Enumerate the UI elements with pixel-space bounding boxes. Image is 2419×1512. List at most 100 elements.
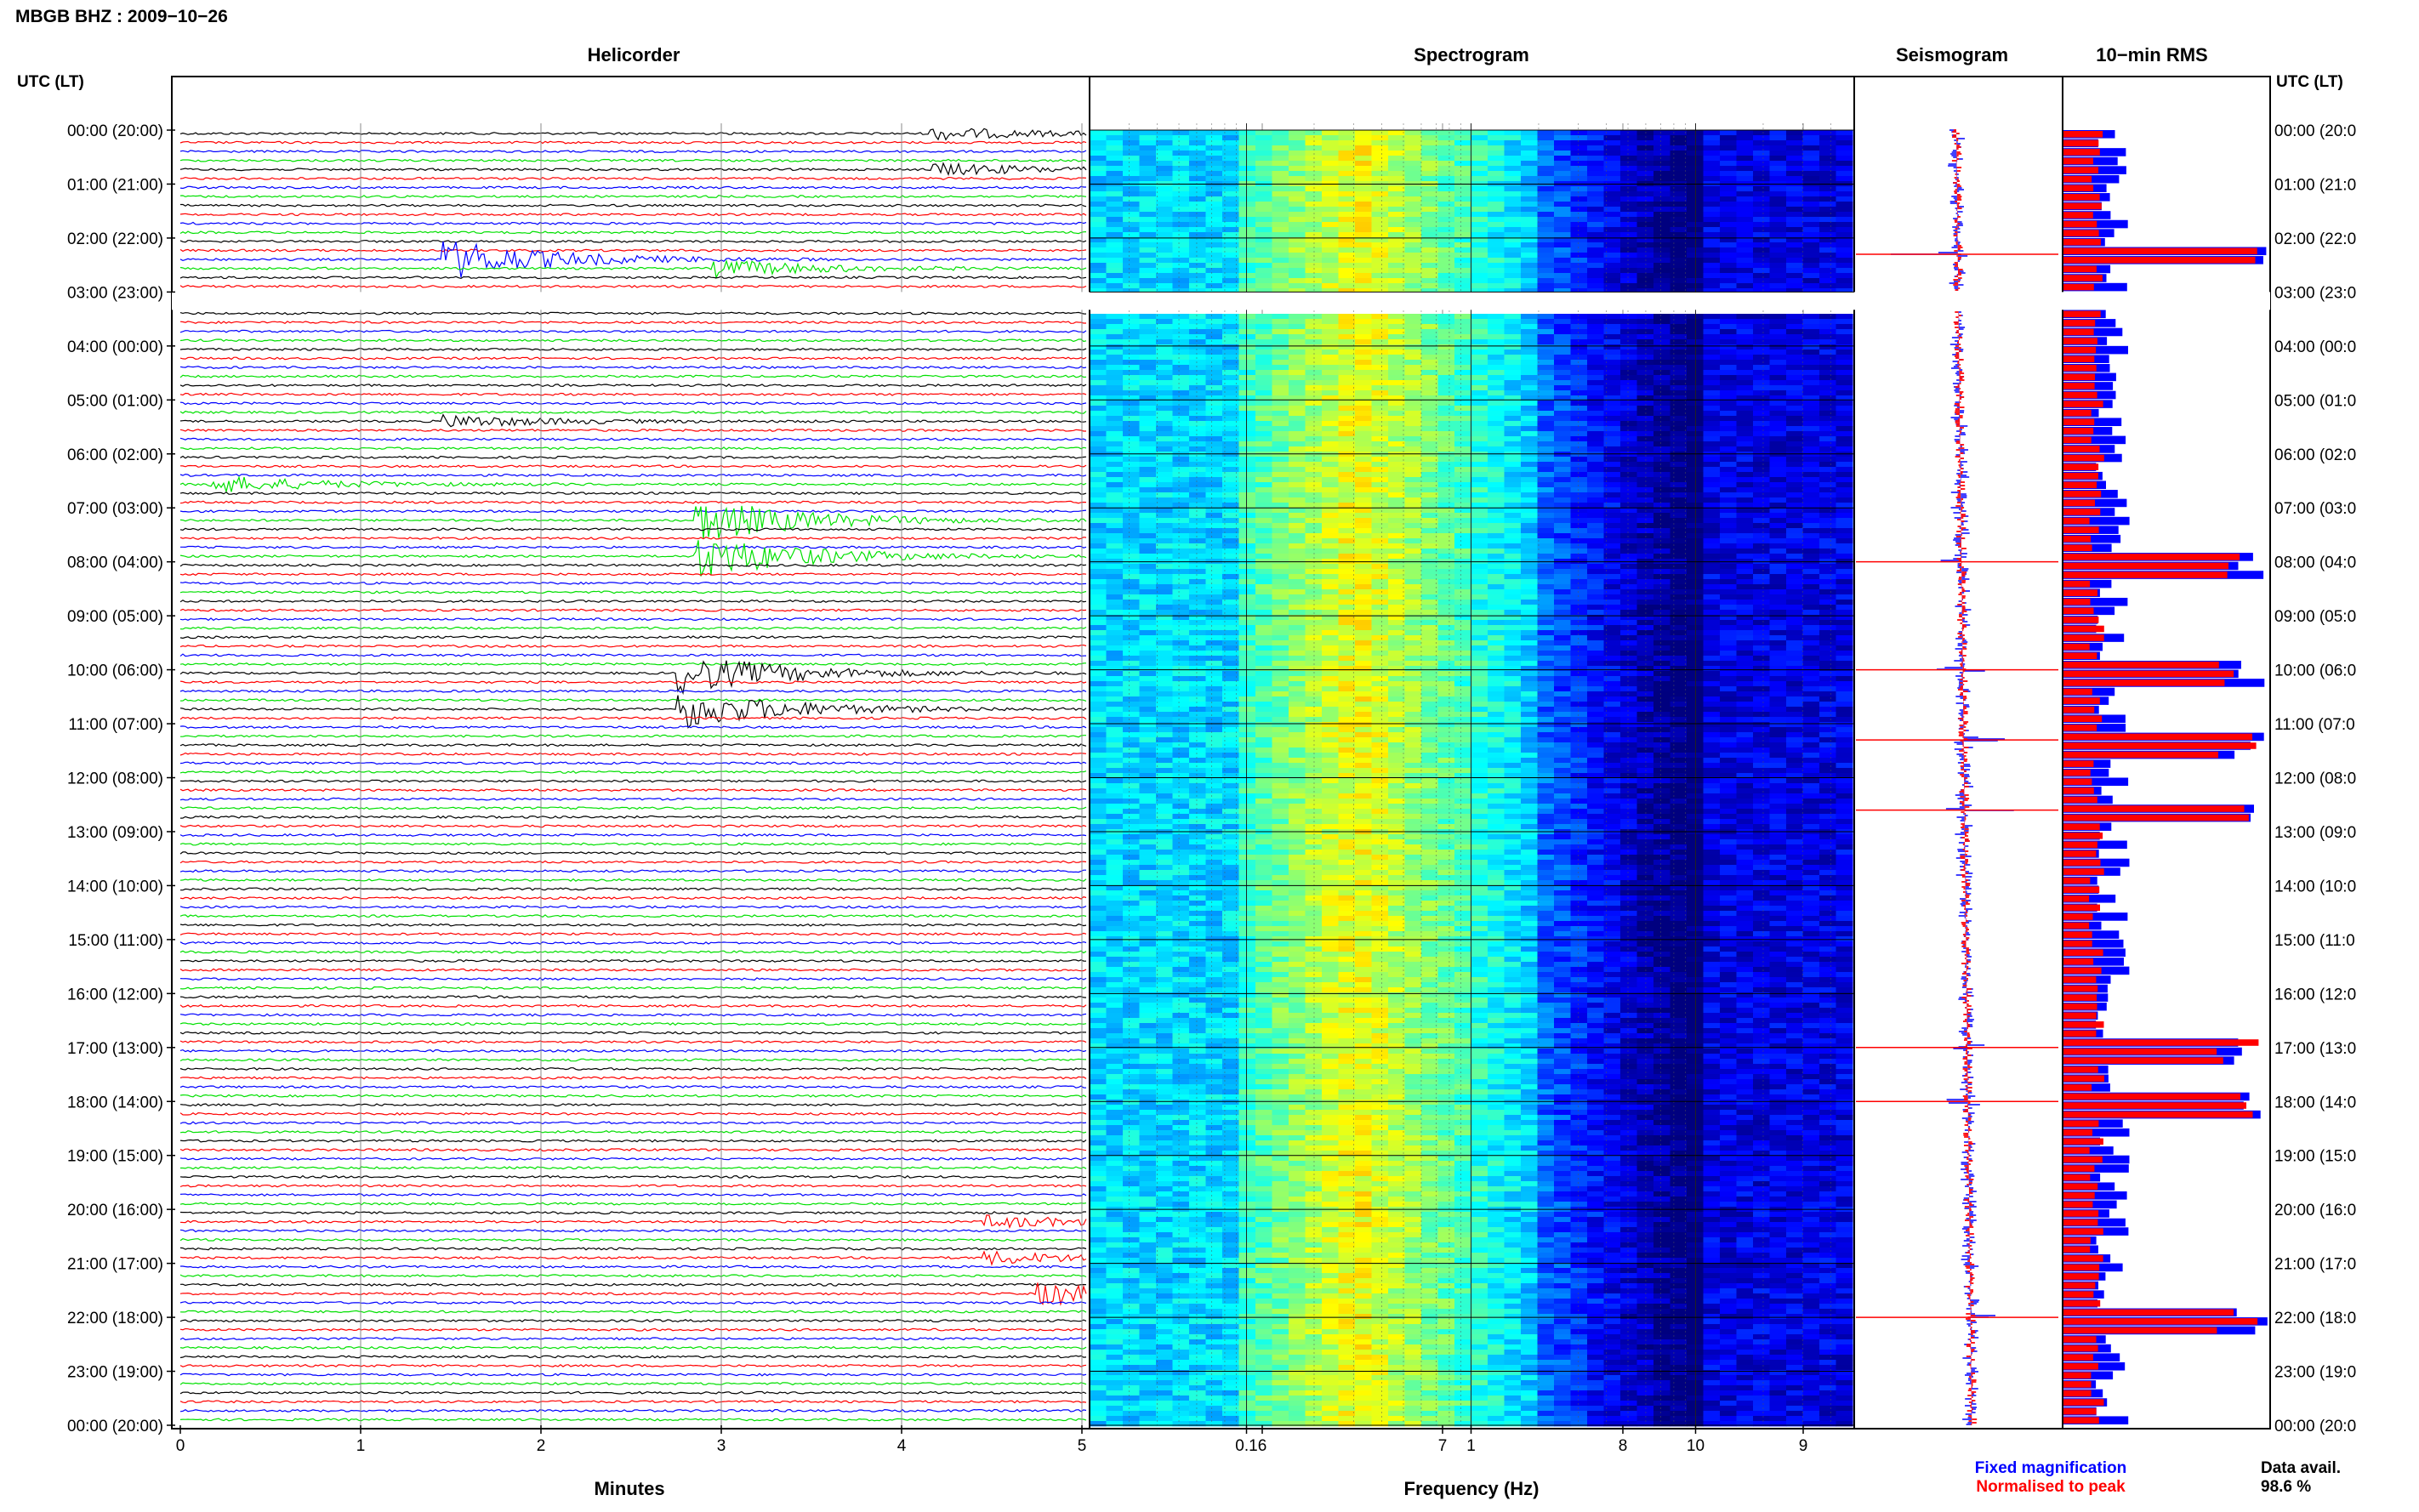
spectrogram-cell xyxy=(1305,661,1323,667)
spectrogram-cell xyxy=(1636,523,1654,529)
spectrogram-cell xyxy=(1289,140,1306,146)
spectrogram-cell xyxy=(1338,676,1356,682)
spectrogram-cell xyxy=(1371,610,1389,616)
spectrogram-cell xyxy=(1388,263,1406,269)
spectrogram-cell xyxy=(1819,528,1837,534)
spectrogram-cell xyxy=(1488,171,1505,177)
spectrogram-cell xyxy=(1371,339,1389,345)
spectrogram-cell xyxy=(1454,140,1472,146)
spectrogram-cell xyxy=(1620,492,1638,498)
spectrogram-cell xyxy=(1819,258,1837,264)
spectrogram-cell xyxy=(1371,191,1389,197)
spectrogram-cell xyxy=(1172,151,1190,156)
spectrogram-cell xyxy=(1189,554,1207,560)
spectrogram-cell xyxy=(1471,651,1488,657)
spectrogram-cell xyxy=(1355,166,1373,172)
spectrogram-cell xyxy=(1537,365,1555,371)
spectrogram-cell xyxy=(1404,645,1422,651)
spectrogram-cell xyxy=(1106,615,1124,621)
spectrogram-cell xyxy=(1769,625,1787,631)
spectrogram-cell xyxy=(1156,140,1174,146)
spectrogram-cell xyxy=(1786,380,1804,386)
spectrogram-cell xyxy=(1504,477,1522,483)
spectrogram-cell xyxy=(1769,549,1787,554)
spectrogram-cell xyxy=(1338,329,1356,335)
spectrogram-cell xyxy=(1305,406,1323,412)
spectrogram-cell xyxy=(1753,196,1771,202)
spectrogram-cell xyxy=(1603,355,1621,361)
spectrogram-cell xyxy=(1488,385,1505,391)
spectrogram-cell xyxy=(1603,477,1621,483)
spectrogram-cell xyxy=(1421,594,1439,600)
spectrogram-cell xyxy=(1471,324,1488,330)
spectrogram-cell xyxy=(1471,584,1488,590)
spectrogram-cell xyxy=(1537,232,1555,238)
spectrogram-cell xyxy=(1620,161,1638,167)
spectrogram-cell xyxy=(1819,202,1837,207)
spectrogram-cell xyxy=(1437,237,1455,243)
spectrogram-cell xyxy=(1587,625,1605,631)
spectrogram-cell xyxy=(1322,268,1340,274)
spectrogram-cell xyxy=(1720,242,1738,248)
spectrogram-cell xyxy=(1521,508,1539,514)
spectrogram-cell xyxy=(1736,569,1754,575)
spectrogram-cell xyxy=(1736,487,1754,493)
spectrogram-cell xyxy=(1172,268,1190,274)
spectrogram-cell xyxy=(1090,145,1107,151)
spectrogram-cell xyxy=(1139,686,1157,692)
spectrogram-cell xyxy=(1769,222,1787,228)
spectrogram-cell xyxy=(1454,620,1472,626)
spectrogram-cell xyxy=(1123,671,1141,677)
spectrogram-cell xyxy=(1636,416,1654,422)
spectrogram-cell xyxy=(1488,329,1505,335)
spectrogram-cell xyxy=(1636,319,1654,325)
spectrogram-cell xyxy=(1703,395,1721,401)
spectrogram-cell xyxy=(1272,564,1289,570)
spectrogram-cell xyxy=(1554,564,1572,570)
spectrogram-cell xyxy=(1222,523,1240,529)
spectrogram-cell xyxy=(1670,339,1688,345)
spectrogram-cell xyxy=(1603,523,1621,529)
spectrogram-cell xyxy=(1338,549,1356,554)
spectrogram-cell xyxy=(1802,406,1820,412)
spectrogram-cell xyxy=(1205,140,1223,146)
spectrogram-cell xyxy=(1753,151,1771,156)
spectrogram-cell xyxy=(1570,477,1588,483)
spectrogram-cell xyxy=(1653,620,1671,626)
spectrogram-cell xyxy=(1189,212,1207,218)
spectrogram-cell xyxy=(1488,436,1505,442)
spectrogram-cell xyxy=(1272,339,1289,345)
spectrogram-cell xyxy=(1753,344,1771,350)
spectrogram-cell xyxy=(1404,549,1422,554)
spectrogram-cell xyxy=(1653,503,1671,509)
spectrogram-cell xyxy=(1769,554,1787,560)
spectrogram-cell xyxy=(1653,554,1671,560)
spectrogram-cell xyxy=(1255,549,1273,554)
spectrogram-cell xyxy=(1272,686,1289,692)
spectrogram-cell xyxy=(1172,130,1190,136)
spectrogram-cell xyxy=(1603,283,1621,289)
helicorder-trace xyxy=(179,1337,1087,1341)
helicorder-trace xyxy=(179,626,1087,630)
spectrogram-cell xyxy=(1388,227,1406,233)
spectrogram-cell xyxy=(1802,487,1820,493)
spectrogram-cell xyxy=(1404,462,1422,468)
spectrogram-cell xyxy=(1238,625,1256,631)
spectrogram-cell xyxy=(1554,441,1572,447)
spectrogram-cell xyxy=(1355,283,1373,289)
spectrogram-cell xyxy=(1139,207,1157,213)
spectrogram-cell xyxy=(1172,258,1190,264)
spectrogram-cell xyxy=(1305,151,1323,156)
spectrogram-cell xyxy=(1205,339,1223,345)
spectrogram-cell xyxy=(1437,355,1455,361)
spectrogram-cell xyxy=(1139,411,1157,417)
spectrogram-cell xyxy=(1786,406,1804,412)
spectrogram-cell xyxy=(1670,661,1688,667)
spectrogram-cell xyxy=(1106,186,1124,192)
spectrogram-cell xyxy=(1421,661,1439,667)
spectrogram-cell xyxy=(1090,217,1107,223)
spectrogram-cell xyxy=(1670,278,1688,284)
spectrogram-cell xyxy=(1521,288,1539,294)
spectrogram-cell xyxy=(1570,457,1588,463)
spectrogram-cell xyxy=(1819,278,1837,284)
